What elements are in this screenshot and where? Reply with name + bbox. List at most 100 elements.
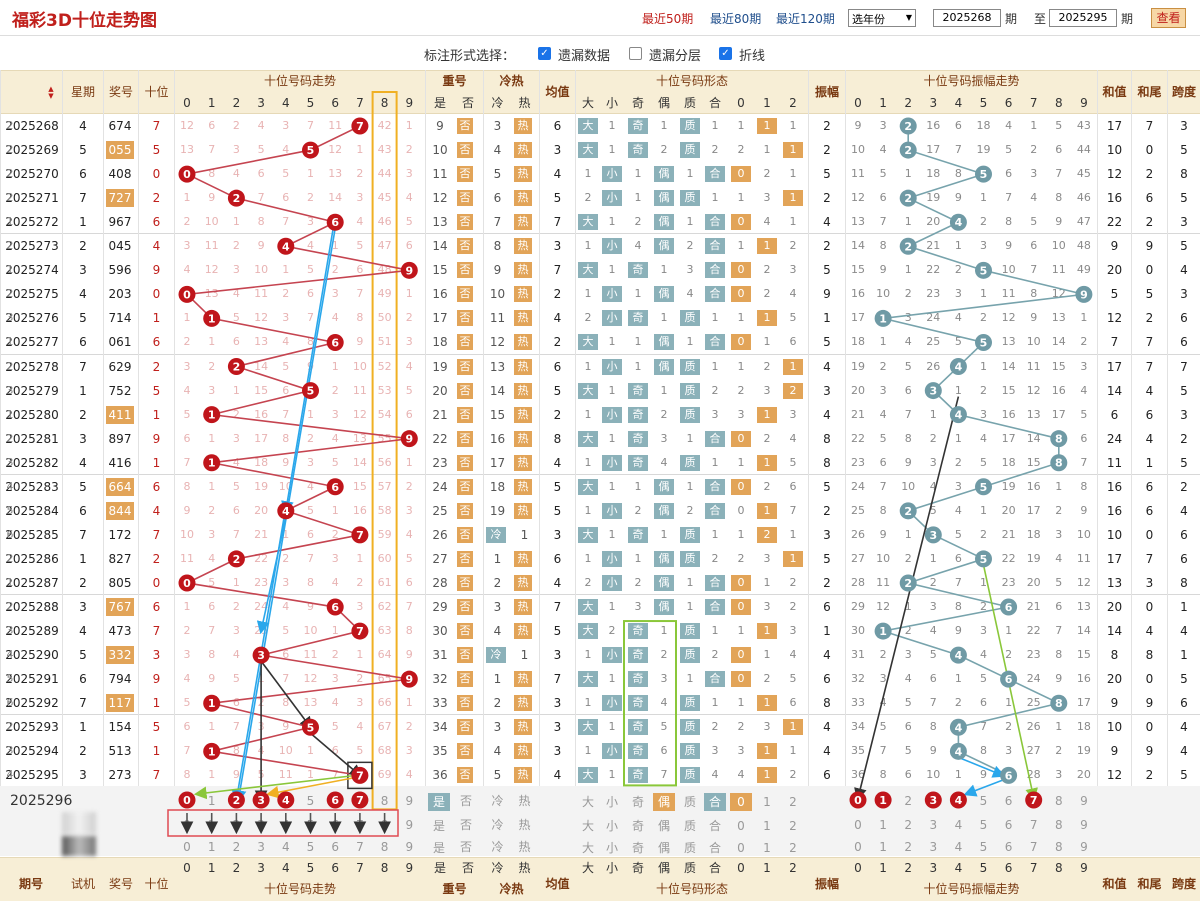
missing-data-checkbox[interactable]: ✓ bbox=[538, 47, 551, 60]
column-separator bbox=[62, 70, 63, 786]
option-bar: 标注形式选择： ✓ 遗漏数据 遗漏分层 ✓ 折线 bbox=[0, 36, 1200, 70]
form-cell: 3 bbox=[737, 407, 745, 421]
form-cell: 3 bbox=[6, 311, 14, 325]
amp-missing-value: 49 bbox=[1076, 263, 1091, 277]
tail-cell: 3 bbox=[1145, 575, 1154, 590]
missing-layer-label: 遗漏分层 bbox=[649, 49, 702, 64]
amp-ball bbox=[975, 261, 992, 279]
span-cell: 6 bbox=[1180, 311, 1188, 326]
form-cell: 质 bbox=[680, 406, 700, 423]
range-80-link[interactable]: 最近80期 bbox=[710, 12, 762, 26]
amp-missing-value: 15 bbox=[1001, 383, 1016, 397]
amp-ball-label: 2 bbox=[904, 577, 912, 590]
year-select[interactable]: 选年份 ▼ bbox=[848, 9, 916, 27]
period-from-input[interactable]: 2025268 bbox=[933, 9, 1001, 27]
form-cell: 合 bbox=[705, 238, 725, 255]
trend-missing-value: 6 bbox=[232, 696, 240, 710]
avg-cell: 3 bbox=[553, 696, 562, 711]
blue-arrow bbox=[256, 516, 287, 635]
trend-missing-value: 12 bbox=[180, 119, 194, 132]
trend-missing-value: 3 bbox=[331, 287, 339, 301]
form-cell: 2 bbox=[6, 287, 14, 301]
table-row-week: 5 bbox=[79, 143, 87, 158]
trend-missing-value: 15 bbox=[254, 383, 269, 397]
amp-missing-value: 3 bbox=[1055, 768, 1063, 782]
forecast-ball-label: 0 bbox=[183, 794, 191, 807]
amp-missing-value: 7 bbox=[1080, 455, 1088, 469]
forecast-hot: 热 bbox=[518, 840, 531, 854]
form-cell: 6 bbox=[6, 527, 14, 541]
trend-missing-value: 5 bbox=[232, 672, 240, 686]
period-to-input[interactable]: 2025295 bbox=[1049, 9, 1117, 27]
table-row-week: 6 bbox=[79, 672, 87, 687]
amp-missing-value: 10 bbox=[876, 287, 891, 301]
polyline-checkbox[interactable]: ✓ bbox=[719, 47, 732, 60]
repeat-missing: 20 bbox=[432, 383, 448, 398]
repeat-missing: 15 bbox=[432, 263, 448, 278]
column-separator bbox=[103, 70, 104, 786]
range-120-link[interactable]: 最近120期 bbox=[776, 12, 835, 26]
form-cell: 2 bbox=[634, 215, 642, 229]
trend-missing-value: 4 bbox=[331, 431, 339, 445]
amp-missing-value: 20 bbox=[1001, 503, 1016, 517]
tail-header: 和尾 bbox=[1137, 85, 1162, 99]
amp-missing-value: 2 bbox=[954, 696, 962, 710]
amp-missing-value: 1 bbox=[1055, 479, 1063, 493]
sum-cell: 12 bbox=[1106, 167, 1123, 182]
forecast-amp-digit: 3 bbox=[929, 840, 938, 854]
group-divider bbox=[0, 594, 1200, 595]
table-row-tens: 7 bbox=[152, 527, 161, 542]
form-cell: 1 bbox=[584, 744, 592, 758]
repeat-no-cell: 否 bbox=[457, 406, 473, 423]
tens-ball-label: 2 bbox=[233, 361, 241, 374]
form-cell: 3 bbox=[763, 383, 771, 397]
repeat-missing: 23 bbox=[432, 455, 448, 470]
hot-cell: 热 bbox=[514, 599, 532, 615]
footer-repeat-title: 重号 bbox=[442, 882, 467, 896]
forecast-trend-digit: 9 bbox=[405, 794, 414, 808]
trend-missing-value: 3 bbox=[232, 431, 240, 445]
hot-cell: 热 bbox=[514, 406, 532, 423]
amp-ball-label: 4 bbox=[955, 361, 963, 374]
table-row-tens: 7 bbox=[152, 119, 161, 133]
repeat-missing: 22 bbox=[432, 431, 448, 446]
trend-missing-value: 13 bbox=[254, 335, 269, 349]
amp-missing-value: 9 bbox=[854, 119, 862, 132]
range-50-link[interactable]: 最近50期 bbox=[642, 12, 694, 26]
missing-layer-checkbox[interactable] bbox=[629, 47, 642, 60]
table-row-issue: 2025295 bbox=[5, 768, 59, 783]
amp-ball-label: 4 bbox=[955, 216, 963, 229]
forecast-mod-cell: 0 bbox=[737, 841, 745, 855]
amp-cell: 4 bbox=[823, 407, 831, 422]
trend-missing-value: 8 bbox=[307, 335, 314, 349]
form-cell: 2 bbox=[6, 167, 14, 181]
tail-cell: 6 bbox=[1145, 479, 1154, 494]
trend-missing-value: 6 bbox=[183, 431, 191, 445]
trend-missing-value: 4 bbox=[208, 551, 216, 565]
amp-missing-value: 13 bbox=[1051, 311, 1066, 325]
trend-missing-value: 2 bbox=[405, 143, 413, 157]
amp-cell: 2 bbox=[823, 503, 831, 518]
table-row-prize: 416 bbox=[108, 455, 132, 470]
trend-missing-value: 3 bbox=[405, 335, 413, 349]
trend-missing-value: 47 bbox=[377, 239, 392, 253]
footer-trend-digit: 9 bbox=[405, 861, 414, 875]
trend-missing-value: 7 bbox=[232, 720, 240, 734]
form-cell: 6 bbox=[789, 479, 797, 493]
form-cell: 1 bbox=[737, 119, 745, 132]
forecast-amp-ball bbox=[1025, 791, 1043, 809]
forecast-amp-ball bbox=[874, 791, 892, 809]
footer-trend-digit: 4 bbox=[281, 861, 290, 875]
span-cell: 3 bbox=[1180, 119, 1188, 133]
trend-missing-value: 2 bbox=[356, 672, 364, 686]
table-row-prize: 473 bbox=[108, 624, 132, 639]
hot-cell: 热 bbox=[514, 166, 532, 183]
trend-missing-value: 7 bbox=[208, 624, 216, 638]
column-separator bbox=[483, 70, 484, 786]
form-cell: 1 bbox=[737, 527, 745, 541]
form-cell: 1 bbox=[634, 359, 642, 373]
green-highlight-box bbox=[623, 620, 677, 787]
trend-missing-value: 58 bbox=[377, 503, 392, 517]
trend-missing-value: 2 bbox=[208, 503, 216, 517]
query-button[interactable]: 查看 bbox=[1151, 8, 1186, 28]
